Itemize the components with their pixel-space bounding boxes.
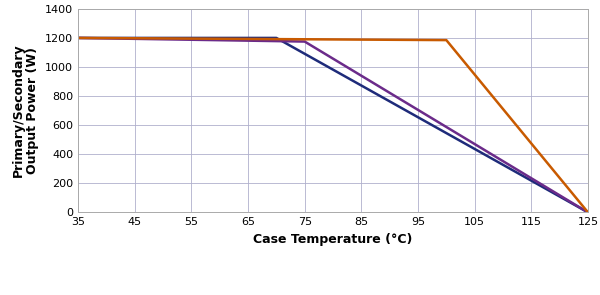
X-axis label: Case Temperature (°C): Case Temperature (°C) bbox=[253, 233, 413, 246]
Y-axis label: Primary/Secondary
Output Power (W): Primary/Secondary Output Power (W) bbox=[11, 44, 40, 177]
